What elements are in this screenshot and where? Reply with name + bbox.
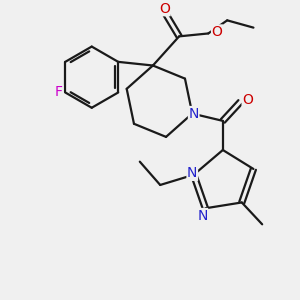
Text: O: O [159, 2, 170, 16]
Text: O: O [212, 25, 223, 39]
Text: F: F [55, 85, 63, 100]
Text: N: N [187, 166, 197, 180]
Text: N: N [188, 106, 199, 121]
Text: N: N [197, 208, 208, 223]
Text: O: O [242, 94, 253, 107]
